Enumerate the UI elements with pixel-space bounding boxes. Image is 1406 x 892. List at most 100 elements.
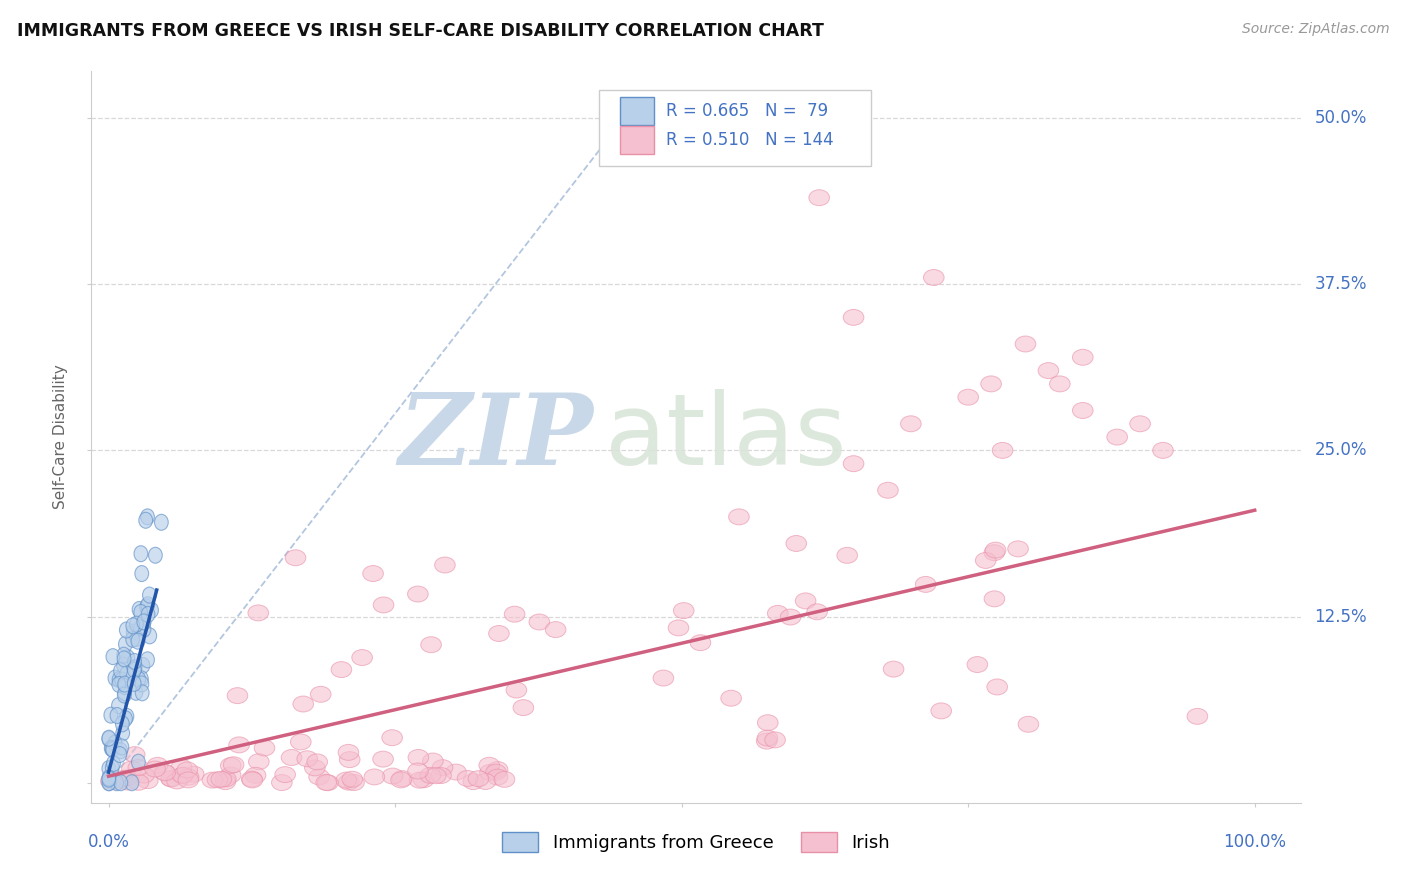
Text: ZIP: ZIP [398,389,593,485]
Ellipse shape [101,731,115,747]
Ellipse shape [529,614,550,630]
Ellipse shape [318,775,339,790]
Ellipse shape [1107,429,1128,445]
Ellipse shape [211,772,232,788]
Ellipse shape [513,699,534,715]
Ellipse shape [673,603,695,618]
Text: 25.0%: 25.0% [1315,442,1367,459]
Ellipse shape [297,751,318,767]
Ellipse shape [101,775,115,790]
Ellipse shape [307,754,328,770]
Ellipse shape [343,774,364,790]
Ellipse shape [728,509,749,524]
Ellipse shape [143,628,156,644]
Ellipse shape [117,657,131,673]
Ellipse shape [118,711,132,727]
Ellipse shape [373,597,394,613]
Ellipse shape [342,772,363,788]
FancyBboxPatch shape [620,97,654,125]
Ellipse shape [177,762,197,778]
Ellipse shape [931,703,952,719]
Ellipse shape [127,624,141,640]
Ellipse shape [141,607,155,623]
Ellipse shape [915,576,936,592]
Ellipse shape [120,708,134,724]
Ellipse shape [110,775,124,790]
Ellipse shape [105,648,120,665]
Ellipse shape [987,679,1008,695]
Ellipse shape [135,671,148,687]
Ellipse shape [546,622,567,638]
Ellipse shape [981,376,1001,392]
Ellipse shape [107,756,121,772]
Ellipse shape [134,620,148,636]
Ellipse shape [373,751,394,767]
Ellipse shape [134,546,148,562]
Ellipse shape [108,670,122,686]
Ellipse shape [125,632,139,648]
Ellipse shape [721,690,741,706]
Ellipse shape [115,673,128,688]
Ellipse shape [215,771,236,787]
Ellipse shape [391,772,412,788]
Ellipse shape [382,730,402,746]
Text: Source: ZipAtlas.com: Source: ZipAtlas.com [1241,22,1389,37]
Ellipse shape [115,725,129,741]
Ellipse shape [796,593,815,609]
Ellipse shape [112,747,127,763]
Ellipse shape [780,609,801,625]
Ellipse shape [110,707,124,723]
Ellipse shape [408,763,429,779]
Ellipse shape [127,618,139,634]
Ellipse shape [101,731,115,747]
Ellipse shape [155,764,176,780]
Ellipse shape [423,753,443,769]
Ellipse shape [1049,376,1070,392]
FancyBboxPatch shape [620,126,654,154]
Ellipse shape [155,764,174,780]
Ellipse shape [118,636,132,652]
Ellipse shape [136,614,150,630]
Ellipse shape [114,775,128,790]
Ellipse shape [339,752,360,768]
Ellipse shape [141,652,155,668]
Ellipse shape [128,774,149,790]
Ellipse shape [173,767,193,783]
Ellipse shape [337,745,359,760]
Ellipse shape [844,310,863,326]
Ellipse shape [132,672,146,688]
Ellipse shape [877,483,898,499]
Ellipse shape [924,269,943,285]
Ellipse shape [121,649,135,665]
Ellipse shape [149,548,162,563]
Ellipse shape [382,768,404,784]
Ellipse shape [117,651,131,667]
Ellipse shape [139,512,153,528]
Ellipse shape [138,614,150,630]
Ellipse shape [984,591,1005,607]
Ellipse shape [1015,336,1036,352]
Ellipse shape [104,707,118,723]
Ellipse shape [305,760,325,776]
Ellipse shape [413,772,434,788]
Ellipse shape [134,767,155,783]
Text: 0.0%: 0.0% [87,833,129,851]
Ellipse shape [690,635,711,650]
Ellipse shape [808,190,830,206]
Ellipse shape [117,648,131,663]
Text: R = 0.665   N =  79: R = 0.665 N = 79 [666,102,828,120]
Ellipse shape [352,649,373,665]
Text: IMMIGRANTS FROM GREECE VS IRISH SELF-CARE DISABILITY CORRELATION CHART: IMMIGRANTS FROM GREECE VS IRISH SELF-CAR… [17,22,824,40]
Ellipse shape [311,686,330,702]
Ellipse shape [426,768,446,784]
Ellipse shape [652,670,673,686]
Ellipse shape [408,586,429,602]
Ellipse shape [336,772,357,788]
Ellipse shape [145,602,159,618]
Ellipse shape [292,696,314,712]
Ellipse shape [228,688,247,704]
Ellipse shape [271,774,292,790]
Ellipse shape [408,749,429,765]
Ellipse shape [138,622,150,637]
Ellipse shape [104,740,118,756]
